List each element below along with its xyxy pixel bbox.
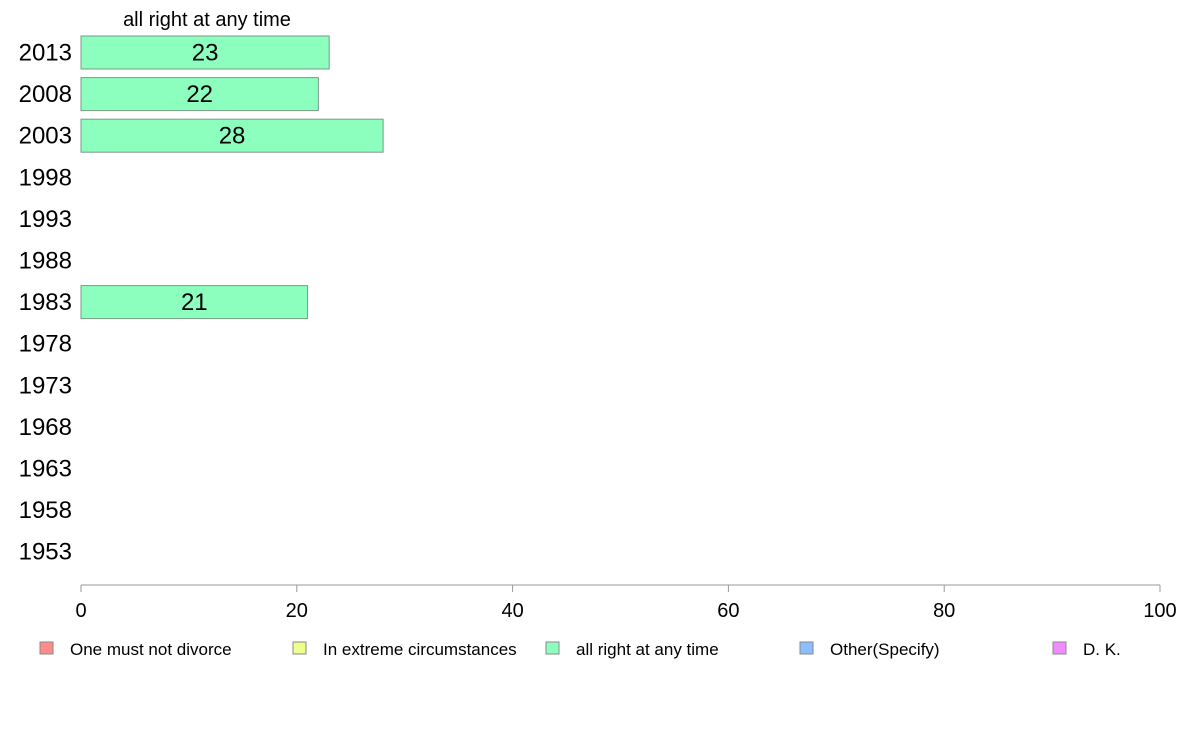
bar-1983 bbox=[80, 285, 309, 320]
legend: One must not divorce In extreme circumsta… bbox=[39, 640, 1121, 659]
bars bbox=[80, 35, 384, 320]
category-labels: 2013 2008 2003 1998 1993 1988 1983 1978 1973 1968… bbox=[19, 40, 72, 566]
value-label-2013: 23 bbox=[192, 40, 219, 67]
legend-swatch-5 bbox=[1052, 641, 1067, 655]
legend-swatch-3 bbox=[545, 641, 560, 655]
x-tick-label-0: 0 bbox=[75, 600, 86, 622]
value-label-1983: 21 bbox=[181, 289, 208, 316]
category-label-1988: 1988 bbox=[19, 248, 72, 275]
x-tick-label-80: 80 bbox=[933, 600, 955, 622]
category-label-1983: 1983 bbox=[19, 289, 72, 316]
category-label-1963: 1963 bbox=[19, 456, 72, 483]
category-label-2003: 2003 bbox=[19, 123, 72, 150]
category-label-2013: 2013 bbox=[19, 40, 72, 67]
legend-label-4: Other(Specify) bbox=[830, 640, 940, 659]
category-label-1993: 1993 bbox=[19, 206, 72, 233]
x-tick-label-40: 40 bbox=[501, 600, 523, 622]
x-tick-label-100: 100 bbox=[1143, 600, 1176, 622]
category-label-2008: 2008 bbox=[19, 81, 72, 108]
category-label-1978: 1978 bbox=[19, 331, 72, 358]
category-label-1953: 1953 bbox=[19, 539, 72, 566]
bar-2003 bbox=[80, 118, 384, 153]
x-tick-label-60: 60 bbox=[717, 600, 739, 622]
x-tick-label-20: 20 bbox=[286, 600, 308, 622]
legend-swatch-2 bbox=[292, 641, 307, 655]
bar-2013 bbox=[80, 35, 330, 70]
legend-label-5: D. K. bbox=[1083, 640, 1121, 659]
legend-swatch-1 bbox=[39, 641, 54, 655]
category-label-1958: 1958 bbox=[19, 497, 72, 524]
legend-swatch-4 bbox=[799, 641, 814, 655]
legend-label-3: all right at any time bbox=[576, 640, 719, 659]
legend-label-2: In extreme circumstances bbox=[323, 640, 517, 659]
category-label-1973: 1973 bbox=[19, 372, 72, 399]
chart-title: all right at any time bbox=[123, 9, 291, 31]
value-label-2008: 22 bbox=[186, 81, 213, 108]
category-label-1998: 1998 bbox=[19, 164, 72, 191]
x-ticks: 0 20 40 60 80 100 bbox=[75, 585, 1177, 622]
category-label-1968: 1968 bbox=[19, 414, 72, 441]
legend-label-1: One must not divorce bbox=[70, 640, 232, 659]
bar-2008 bbox=[80, 77, 319, 112]
value-label-2003: 28 bbox=[219, 123, 246, 150]
